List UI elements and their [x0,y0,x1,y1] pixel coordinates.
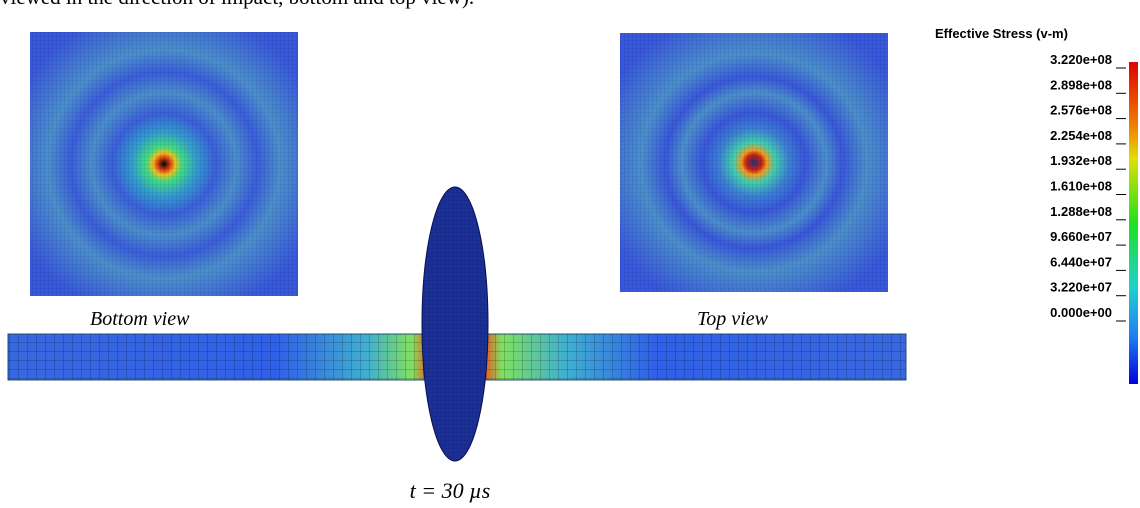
legend-label: 9.660e+07 [1050,229,1112,244]
legend-label: 2.254e+08 [1050,128,1112,143]
colorbar [1129,62,1138,384]
top-view-mesh [620,33,888,292]
legend-label: 2.898e+08 [1050,77,1112,92]
legend-label: 3.220e+08 [1050,52,1112,67]
top-view-label: Top view [697,308,769,330]
bottom-view-label: Bottom view [90,308,190,330]
projectile-mesh [422,187,488,461]
legend-label: 6.440e+07 [1050,254,1112,269]
legend-labels: 3.220e+08 2.898e+08 2.576e+08 2.254e+08 1.93… [1050,52,1126,321]
figure: viewed in the direction of impact, botto… [0,0,1140,508]
legend-label: 1.610e+08 [1050,179,1112,194]
legend-label: 3.220e+07 [1050,280,1112,295]
caption: viewed in the direction of impact, botto… [0,0,474,9]
time-label: t = 30 µs [410,478,491,503]
legend-title: Effective Stress (v-m) [935,26,1068,41]
legend-label: 0.000e+00 [1050,305,1112,320]
legend-label: 1.288e+08 [1050,204,1112,219]
bottom-view-mesh [30,32,298,296]
legend-label: 1.932e+08 [1050,153,1112,168]
page: {"caption": "viewed in the direction of … [0,0,1140,508]
legend-label: 2.576e+08 [1050,103,1112,118]
